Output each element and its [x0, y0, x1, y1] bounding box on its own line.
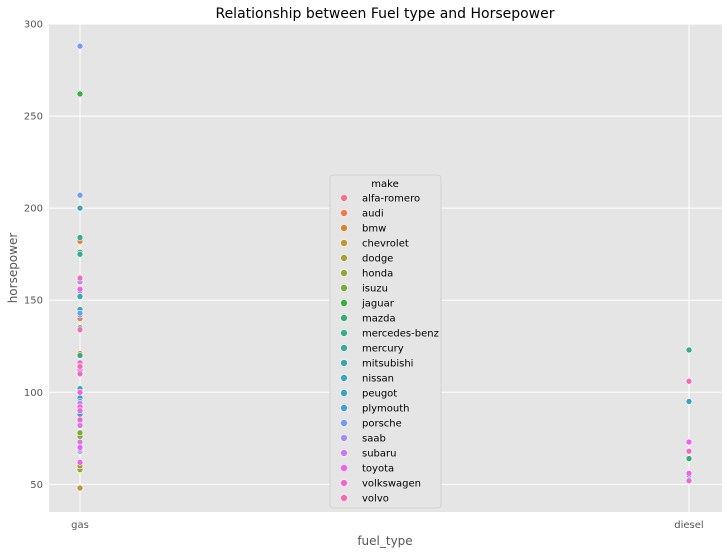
- legend-label: subaru: [362, 449, 396, 460]
- legend-marker: [340, 479, 348, 487]
- data-point: [76, 370, 84, 378]
- legend-label: peugot: [362, 389, 397, 400]
- data-points: [76, 42, 693, 492]
- legend-label: audi: [362, 209, 384, 220]
- legend-label: chevrolet: [362, 239, 409, 250]
- legend-marker: [340, 254, 348, 262]
- data-point: [76, 458, 84, 466]
- legend-marker: [340, 389, 348, 397]
- data-point: [685, 455, 693, 462]
- legend-marker: [340, 239, 348, 247]
- legend-items: alfa-romero audi bmw chevrolet dodge honda isu…: [340, 194, 439, 505]
- data-point: [76, 191, 84, 199]
- legend-marker: [340, 209, 348, 217]
- legend-label: plymouth: [362, 404, 410, 415]
- y-tick-label: 300: [24, 20, 43, 31]
- data-point: [685, 398, 693, 405]
- legend-label: nissan: [362, 374, 394, 385]
- legend-label: dodge: [362, 254, 393, 265]
- x-axis-label: fuel_type: [357, 534, 412, 548]
- x-tick-label: gas: [71, 520, 89, 531]
- legend-label: saab: [362, 434, 386, 445]
- data-point: [685, 470, 693, 477]
- x-axis-ticks: gas diesel: [71, 520, 704, 531]
- data-point: [76, 285, 84, 293]
- legend-marker: [340, 344, 348, 352]
- data-point: [76, 309, 84, 317]
- legend-marker: [340, 419, 348, 427]
- legend-marker: [340, 314, 348, 322]
- data-point: [685, 438, 693, 446]
- legend-marker: [340, 224, 348, 232]
- data-point: [76, 429, 84, 437]
- legend-title: make: [371, 179, 398, 190]
- legend-marker: [340, 284, 348, 292]
- legend-marker: [340, 359, 348, 367]
- legend-label: volkswagen: [362, 479, 421, 490]
- y-axis-ticks: 50 100 150 200 250 300: [24, 20, 43, 491]
- legend-label: toyota: [362, 464, 394, 475]
- chart-title: Relationship between Fuel type and Horse…: [215, 6, 554, 22]
- legend: make alfa-romero audi bmw chevrolet dodge hon…: [329, 174, 442, 509]
- data-point: [76, 484, 84, 492]
- legend-label: porsche: [362, 419, 402, 430]
- data-point: [76, 438, 84, 446]
- legend-box: [329, 174, 442, 509]
- legend-marker: [340, 329, 348, 337]
- legend-label: jaguar: [361, 299, 395, 310]
- data-point: [76, 389, 84, 396]
- legend-label: mercedes-benz: [362, 329, 439, 340]
- data-point: [685, 346, 693, 354]
- data-point: [685, 377, 693, 385]
- data-point: [76, 416, 84, 424]
- legend-marker: [340, 449, 348, 457]
- legend-label: honda: [362, 269, 393, 280]
- data-point: [76, 407, 84, 415]
- y-tick-label: 250: [24, 112, 43, 123]
- legend-label: mitsubishi: [362, 359, 413, 370]
- data-point: [76, 250, 84, 258]
- data-point: [76, 444, 84, 451]
- data-point: [685, 477, 693, 484]
- data-point: [76, 363, 84, 370]
- data-point: [76, 326, 84, 333]
- legend-marker: [340, 269, 348, 277]
- data-point: [76, 352, 84, 359]
- y-tick-label: 200: [24, 204, 43, 215]
- legend-marker: [340, 434, 348, 442]
- legend-marker: [340, 464, 348, 472]
- legend-marker: [340, 194, 348, 202]
- legend-label: mercury: [362, 344, 404, 355]
- legend-label: mazda: [362, 314, 396, 325]
- legend-marker: [340, 299, 348, 307]
- data-point: [76, 293, 84, 300]
- legend-marker: [340, 404, 348, 412]
- data-point: [76, 90, 84, 98]
- legend-label: alfa-romero: [362, 194, 420, 205]
- data-point: [76, 234, 84, 241]
- legend-label: volvo: [362, 494, 389, 505]
- y-tick-label: 150: [24, 296, 43, 307]
- legend-label: isuzu: [362, 284, 388, 295]
- legend-marker: [340, 374, 348, 382]
- x-tick-label: diesel: [674, 520, 703, 531]
- y-axis-label: horsepower: [6, 233, 20, 304]
- data-point: [685, 447, 693, 455]
- data-point: [76, 42, 84, 50]
- data-point: [76, 204, 84, 212]
- y-tick-label: 50: [30, 480, 43, 491]
- legend-marker: [340, 494, 348, 502]
- data-point: [76, 422, 84, 429]
- data-point: [76, 274, 84, 282]
- y-tick-label: 100: [24, 388, 43, 399]
- legend-label: bmw: [362, 224, 386, 235]
